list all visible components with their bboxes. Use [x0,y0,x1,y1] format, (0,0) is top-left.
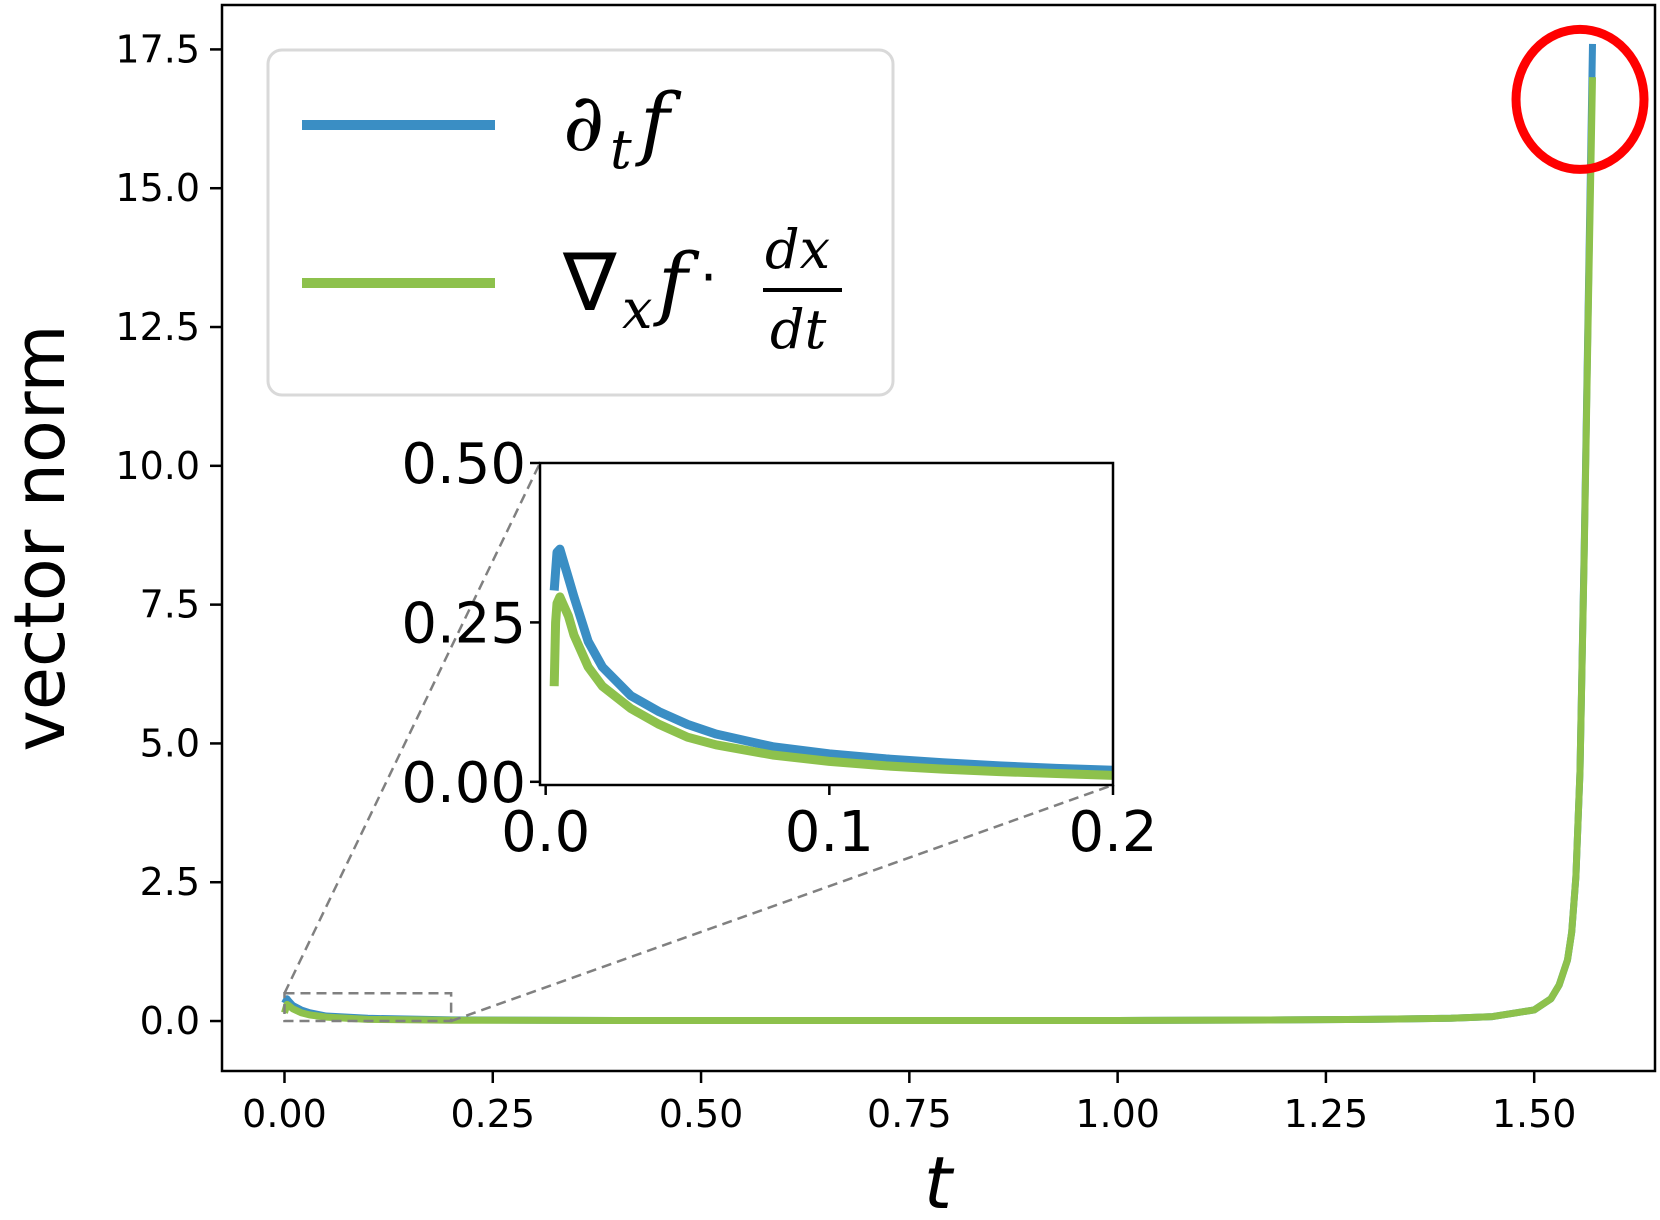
x-tick-label: 0.00 [242,1092,327,1136]
legend-box [266,48,895,397]
x-tick-label: 0.25 [450,1092,535,1136]
inset-background [540,463,1113,785]
y-tick-label: 17.5 [115,27,200,71]
inset-x-axis-ticks: 0.0 0.1 0.2 [501,785,1158,865]
y-tick-label: 15.0 [115,166,200,210]
svg-text:dt: dt [770,298,827,361]
zoom-connector-right [450,783,1114,1023]
svg-text:t: t [610,118,632,181]
inset-x-tick-label: 0.1 [785,800,874,865]
inset-y-tick-label: 0.50 [401,432,526,497]
inset-y-tick-label: 0.25 [401,591,526,656]
y-tick-label: 12.5 [115,305,200,349]
y-tick-label: 2.5 [140,860,200,904]
svg-text:x: x [622,278,652,341]
x-axis-ticks: 0.00 0.25 0.50 0.75 1.00 1.25 1.50 [242,1071,1576,1136]
svg-text:·: · [700,246,717,309]
y-tick-label: 5.0 [140,721,200,765]
inset-series-line-1 [549,544,1114,775]
svg-text:∇: ∇ [562,236,617,329]
inset-y-axis-ticks: 0.00 0.25 0.50 [401,432,540,816]
y-tick-label: 0.0 [140,999,200,1043]
svg-text:dx: dx [765,218,830,281]
inset-frame [538,461,1115,787]
legend: ∂ t f ∇ x f · dx dt [266,48,895,397]
x-tick-label: 1.50 [1492,1092,1577,1136]
inset-series-line-2 [549,592,1114,780]
x-tick-label: 0.50 [659,1092,744,1136]
svg-text:∂: ∂ [563,76,604,169]
inset-plot: 0.0 0.1 0.2 0.00 0.25 0.50 [401,432,1157,865]
y-axis-ticks: 0.0 2.5 5.0 7.5 10.0 12.5 15.0 17.5 [115,27,222,1043]
zoom-connector-left [283,462,542,994]
annotation-group [1511,24,1649,174]
inset-x-tick-label: 0.2 [1068,800,1157,865]
y-tick-label: 10.0 [115,444,200,488]
x-tick-label: 1.00 [1075,1092,1160,1136]
inset-y-tick-label: 0.00 [401,751,526,816]
zoom-indicator [283,462,1114,1023]
main-series-group [281,43,1596,1024]
zoom-box [283,992,453,1023]
y-tick-label: 7.5 [140,583,200,627]
highlight-circle [1511,24,1649,174]
y-axis-label: vector norm [0,324,81,751]
inset-x-tick-label: 0.0 [501,800,590,865]
plot-frame [220,3,1657,1073]
x-axis-label: t [924,1141,955,1220]
x-tick-label: 1.25 [1284,1092,1369,1136]
inset-series-group [549,544,1114,780]
series-line-2 [281,77,1596,1024]
x-tick-label: 0.75 [867,1092,952,1136]
